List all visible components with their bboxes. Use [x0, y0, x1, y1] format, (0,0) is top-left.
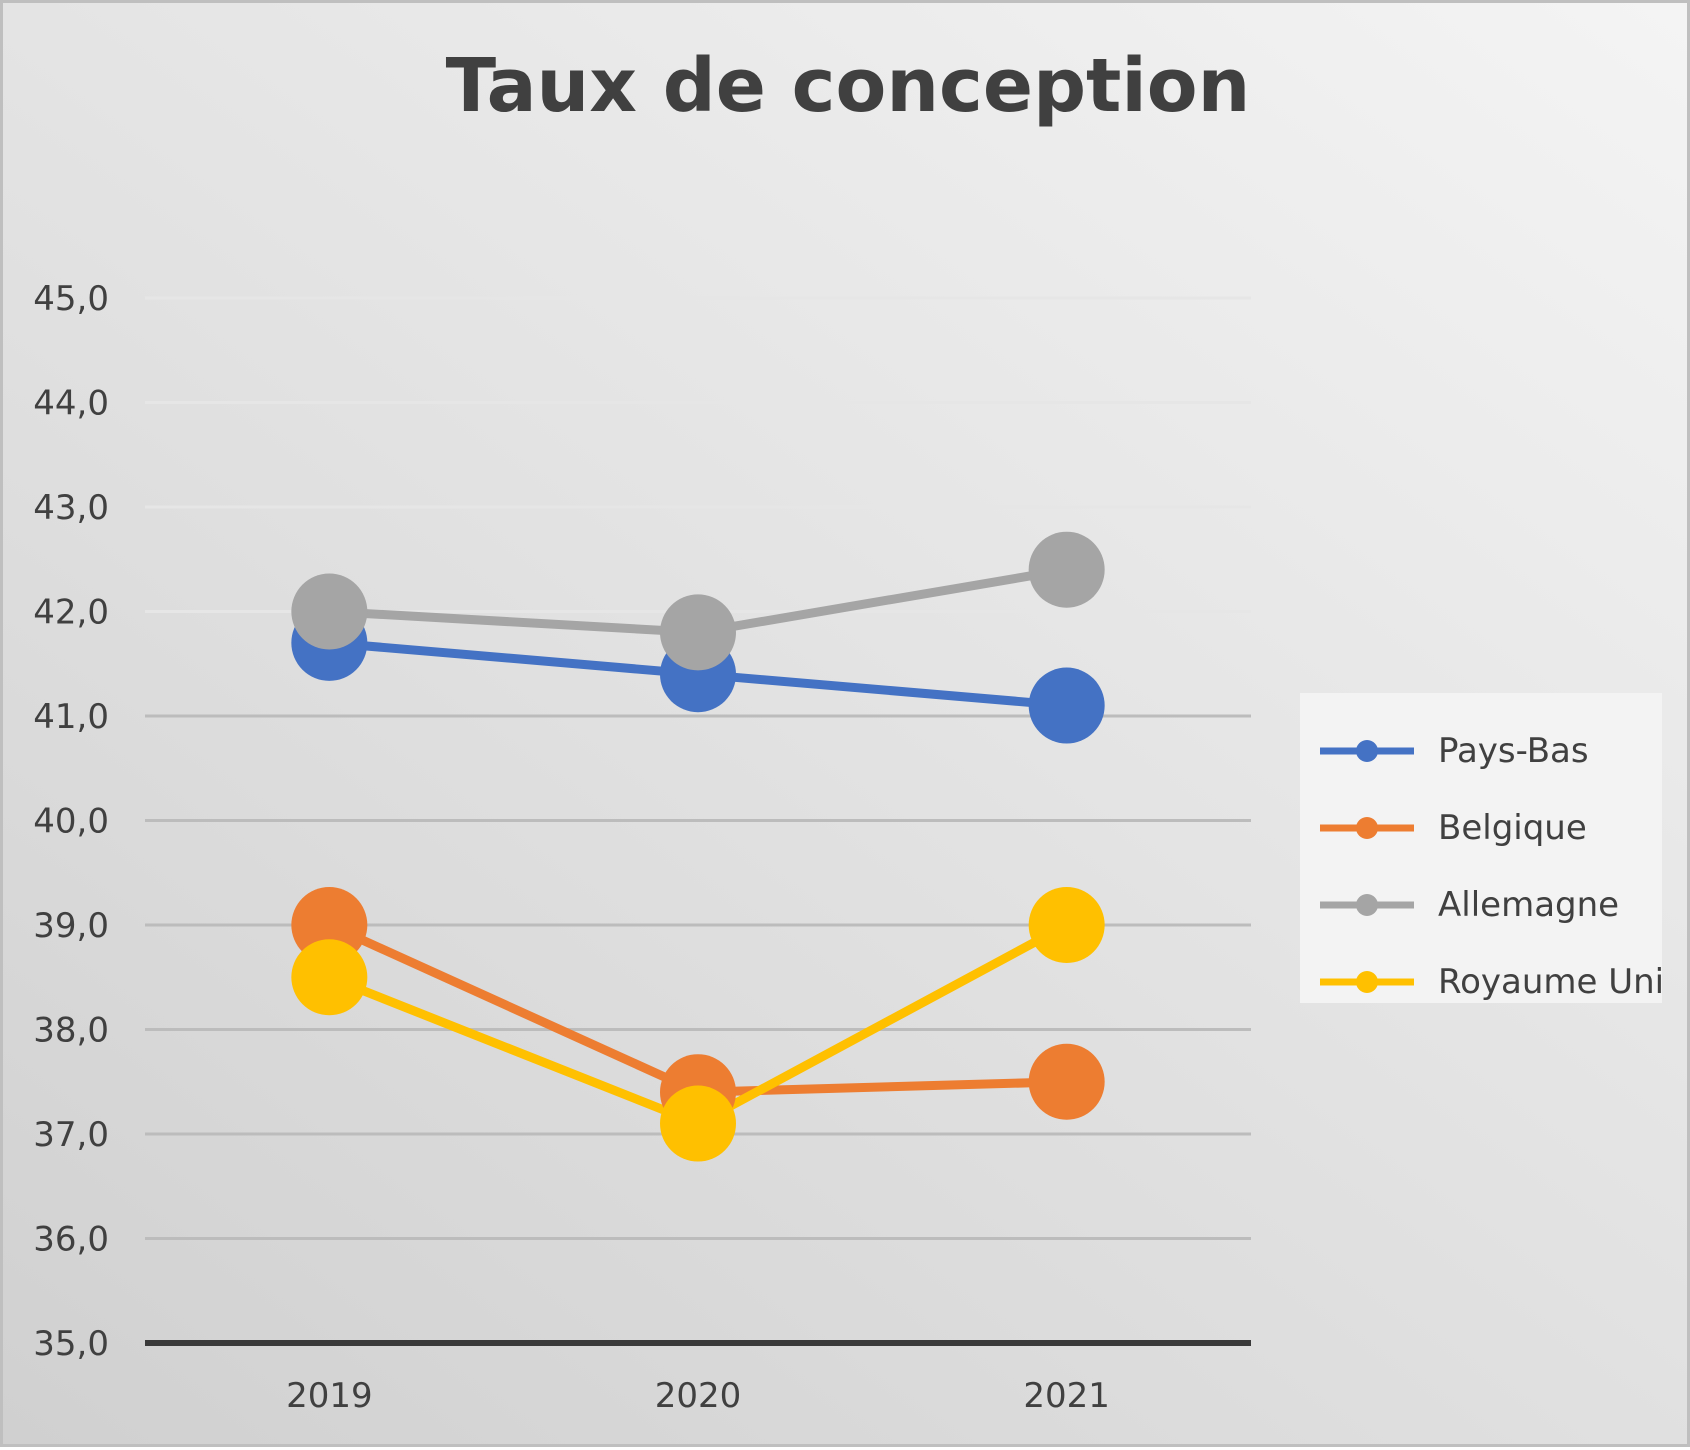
- y-tick-label: 43,0: [33, 488, 109, 528]
- data-point-allemagne: [1028, 531, 1105, 608]
- legend-label-pays-bas: Pays-Bas: [1438, 731, 1589, 771]
- legend-swatch-royaume-uni: [1320, 971, 1414, 993]
- y-tick-label: 35,0: [33, 1324, 109, 1364]
- chart-title: Taux de conception: [445, 43, 1251, 129]
- data-point-allemagne: [291, 573, 368, 650]
- y-tick-label: 41,0: [33, 697, 109, 737]
- legend-swatch-belgique: [1320, 817, 1414, 839]
- legend-item-allemagne: Allemagne: [1318, 885, 1658, 925]
- legend-swatch-pays-bas: [1320, 740, 1414, 762]
- legend-item-belgique: Belgique: [1318, 808, 1658, 848]
- y-tick-label: 40,0: [33, 802, 109, 842]
- y-tick-label: 37,0: [33, 1115, 109, 1155]
- legend-item-pays-bas: Pays-Bas: [1318, 731, 1658, 771]
- data-point-belgique: [291, 887, 368, 963]
- y-tick-label: 38,0: [33, 1011, 109, 1051]
- legend-label-royaume-uni: Royaume Uni: [1438, 962, 1665, 1002]
- y-tick-label: 42,0: [33, 593, 109, 633]
- legend-item-royaume-uni: Royaume Uni: [1318, 962, 1664, 1002]
- y-tick-label: 39,0: [33, 906, 109, 946]
- data-point-allemagne: [660, 594, 736, 671]
- data-point-royaume-uni: [1028, 887, 1105, 963]
- legend-label-allemagne: Allemagne: [1438, 885, 1620, 925]
- x-tick-label: 2020: [655, 1376, 742, 1416]
- data-point-belgique: [1028, 1043, 1105, 1120]
- legend: Pays-Bas Belgique Allemagne Royaume Uni: [1300, 693, 1664, 1003]
- data-point-pays-bas: [1028, 667, 1105, 744]
- legend-label-belgique: Belgique: [1438, 808, 1587, 848]
- plot-canvas: 35,0 36,0 37,0 38,0 39,0 40,0 41,0 42,0 43,0 44,0…: [33, 279, 1251, 1416]
- x-tick-label: 2019: [286, 1376, 373, 1416]
- data-point-royaume-uni: [291, 939, 368, 1016]
- y-tick-label: 36,0: [33, 1220, 109, 1260]
- legend-swatch-allemagne: [1320, 894, 1414, 916]
- y-tick-label: 44,0: [33, 384, 109, 424]
- data-point-royaume-uni: [660, 1085, 736, 1162]
- x-tick-label: 2021: [1023, 1376, 1110, 1416]
- y-tick-label: 45,0: [33, 279, 109, 319]
